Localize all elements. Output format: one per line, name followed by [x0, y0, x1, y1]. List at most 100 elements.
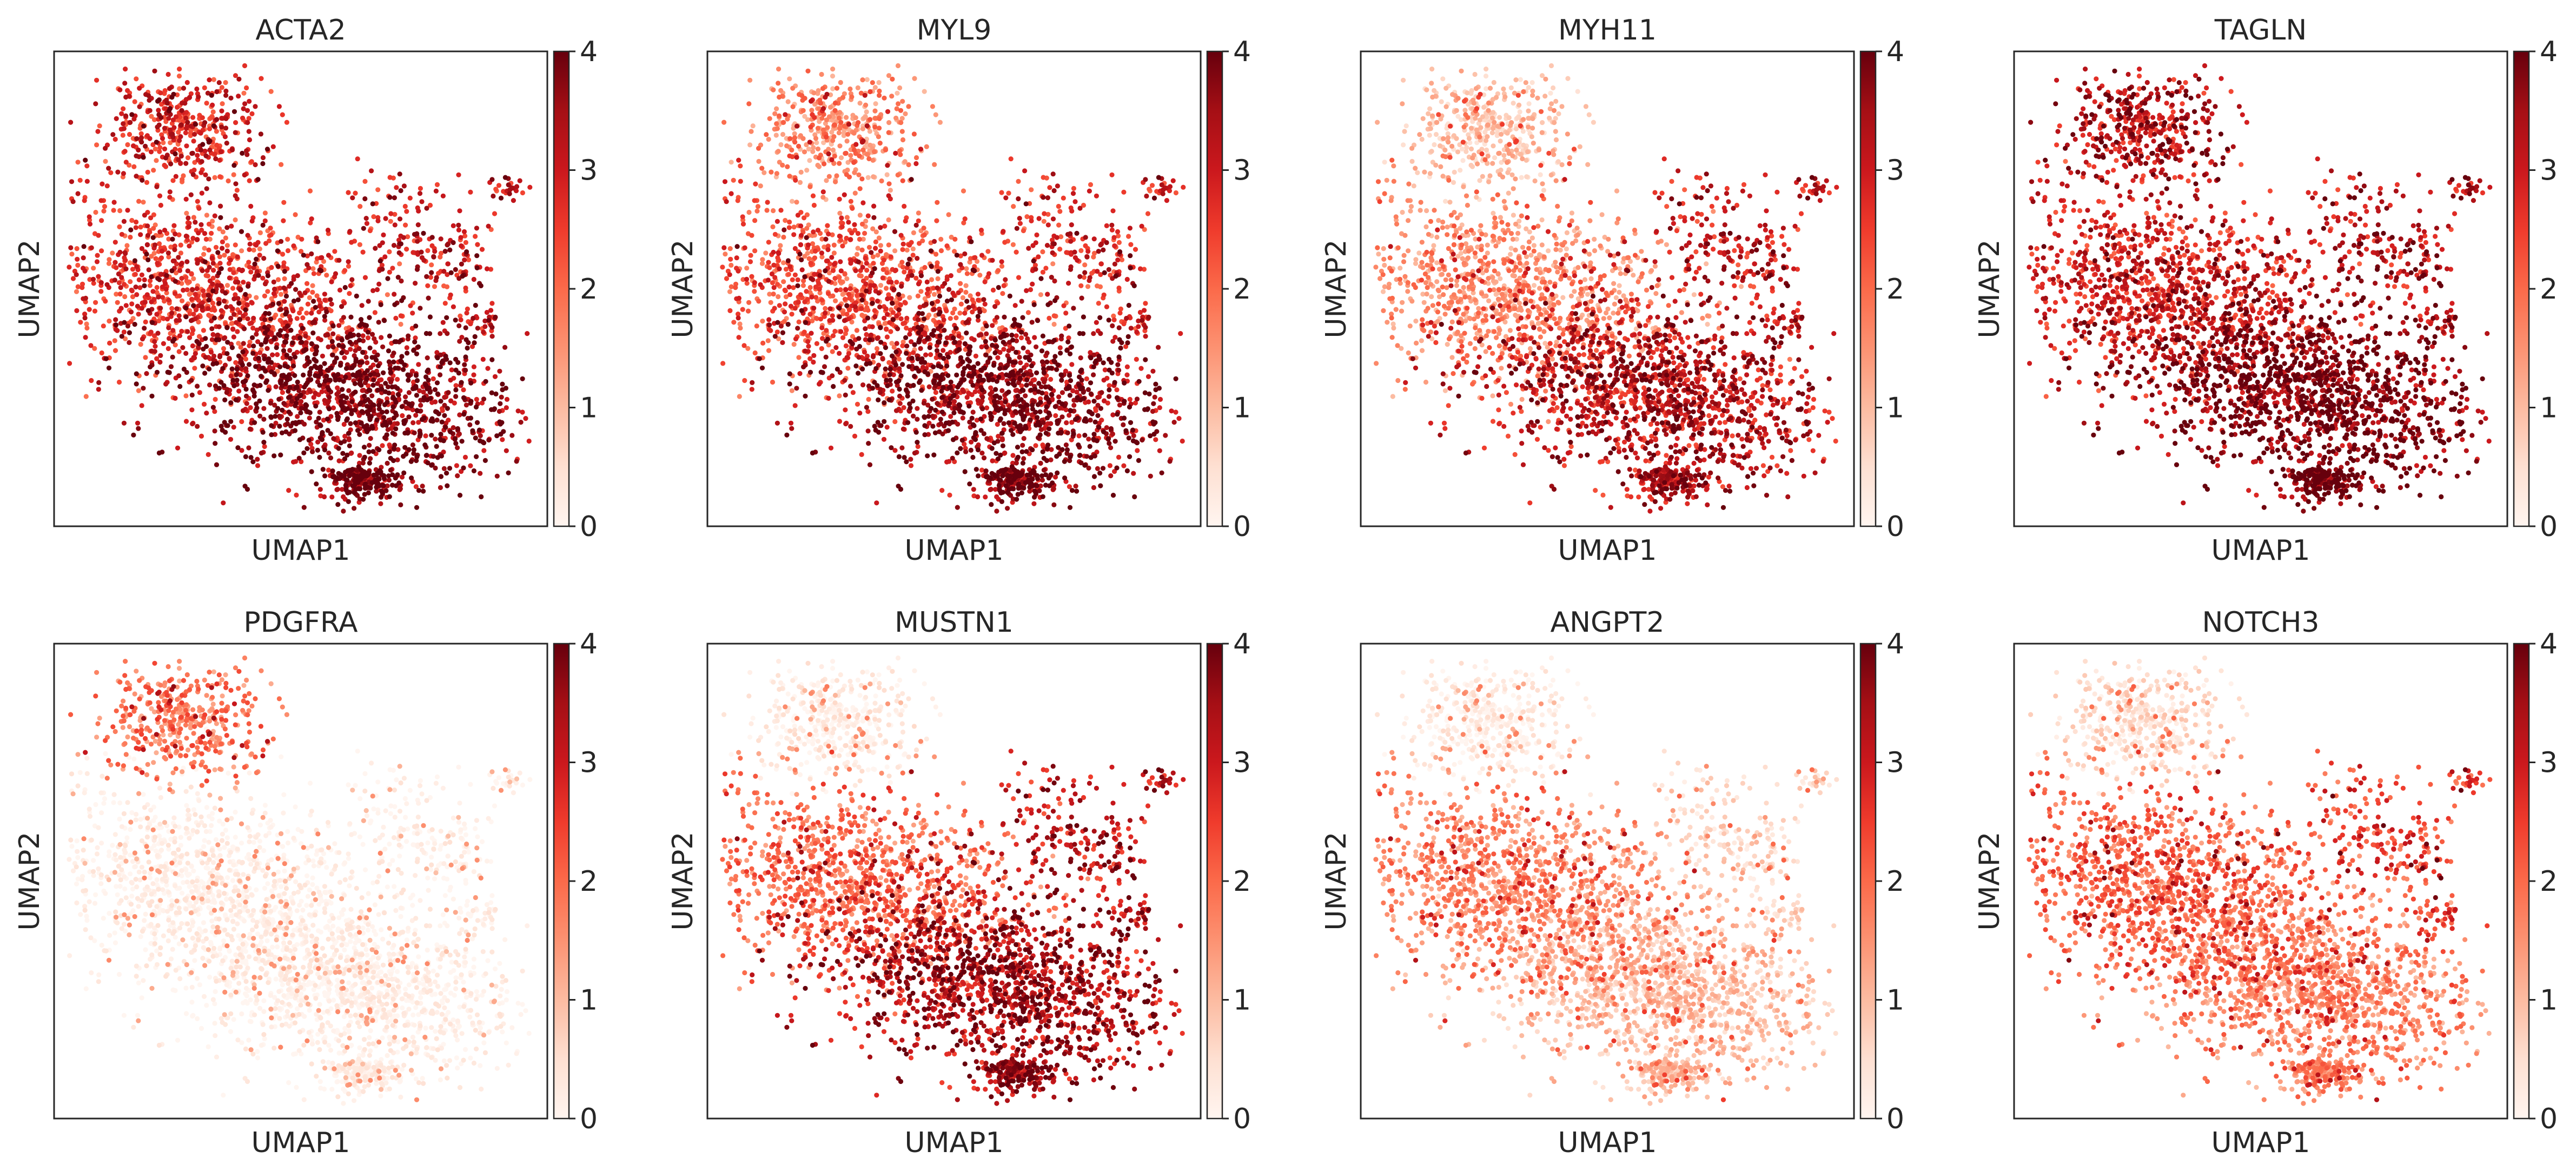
cell-point	[172, 243, 177, 249]
cell-point	[242, 172, 247, 178]
cell-point	[472, 334, 478, 340]
cell-point	[339, 487, 345, 492]
cell-point	[381, 232, 386, 237]
cell-point	[453, 383, 459, 388]
cell-point	[260, 429, 266, 435]
cell-point	[154, 158, 159, 163]
cell-point	[1116, 240, 1122, 245]
cell-point	[802, 96, 807, 101]
cell-point	[265, 273, 271, 279]
cell-point	[223, 290, 228, 296]
cell-point	[254, 269, 260, 274]
cell-point	[91, 281, 96, 286]
cell-point	[280, 407, 285, 413]
cell-point	[966, 391, 971, 396]
cell-point	[138, 342, 143, 347]
cell-point	[747, 259, 753, 264]
cell-point	[388, 366, 393, 372]
cell-point	[242, 326, 247, 332]
cell-point	[145, 308, 151, 313]
cell-point	[380, 267, 385, 272]
cell-point	[158, 306, 163, 311]
cell-point	[364, 375, 369, 381]
cell-point	[183, 196, 189, 202]
cell-point	[1127, 396, 1133, 402]
cell-point	[298, 410, 303, 415]
cell-point	[207, 200, 213, 206]
cell-point	[94, 259, 100, 264]
cell-point	[899, 116, 905, 121]
cell-point	[492, 374, 498, 379]
cell-point	[463, 402, 469, 408]
cell-point	[877, 141, 883, 146]
cell-point	[980, 326, 985, 332]
cell-point	[178, 134, 183, 140]
cell-point	[785, 116, 790, 122]
cell-point	[185, 329, 190, 334]
cell-point	[239, 448, 244, 453]
cell-point	[473, 404, 479, 410]
cell-point	[454, 463, 460, 468]
cell-point	[330, 331, 336, 336]
cell-point	[434, 380, 440, 386]
cell-point	[250, 335, 255, 340]
cell-point	[798, 292, 803, 297]
cell-point	[170, 236, 175, 242]
cell-point	[807, 356, 813, 361]
cell-point	[145, 257, 151, 262]
cell-point	[374, 417, 380, 422]
cell-point	[1076, 433, 1082, 439]
cell-point	[382, 318, 387, 323]
cell-point	[461, 412, 467, 417]
cell-point	[189, 407, 195, 413]
cell-point	[246, 260, 251, 265]
cell-point	[826, 231, 831, 237]
cell-point	[287, 348, 293, 353]
cell-point	[385, 483, 390, 489]
cell-point	[364, 221, 370, 226]
cell-point	[808, 261, 813, 266]
cell-point	[778, 88, 784, 93]
cell-point	[365, 409, 370, 414]
cell-point	[83, 335, 88, 340]
cell-point	[832, 100, 838, 106]
cell-point	[349, 467, 355, 473]
cell-point	[822, 244, 827, 250]
cell-point	[900, 98, 905, 104]
cell-point	[278, 307, 284, 312]
cell-point	[342, 469, 348, 475]
cell-point	[1145, 374, 1151, 379]
cell-point	[842, 123, 847, 129]
cell-point	[496, 408, 502, 414]
cell-point	[431, 376, 436, 382]
cell-point	[1142, 308, 1147, 313]
cell-point	[429, 235, 435, 240]
cell-point	[301, 253, 306, 258]
cell-point	[931, 286, 936, 291]
cell-point	[246, 283, 251, 289]
cell-point	[1111, 235, 1117, 240]
cell-point	[335, 336, 341, 341]
cell-point	[116, 280, 122, 286]
cell-point	[175, 445, 181, 451]
cell-point	[982, 279, 988, 285]
cell-point	[280, 252, 286, 257]
cell-point	[844, 138, 850, 144]
cell-point	[999, 190, 1004, 195]
cell-point	[408, 303, 413, 308]
cell-point	[234, 378, 240, 383]
cell-point	[1088, 350, 1093, 355]
cell-point	[148, 215, 154, 221]
cell-point	[344, 395, 349, 401]
cell-point	[1104, 304, 1109, 309]
cell-point	[352, 381, 357, 386]
cell-point	[737, 394, 742, 399]
cell-point	[1053, 413, 1058, 419]
cell-point	[489, 177, 495, 182]
cell-point	[177, 147, 183, 153]
cell-point	[421, 395, 427, 400]
cell-point	[723, 252, 728, 257]
cell-point	[766, 260, 771, 265]
cell-point	[806, 343, 811, 349]
